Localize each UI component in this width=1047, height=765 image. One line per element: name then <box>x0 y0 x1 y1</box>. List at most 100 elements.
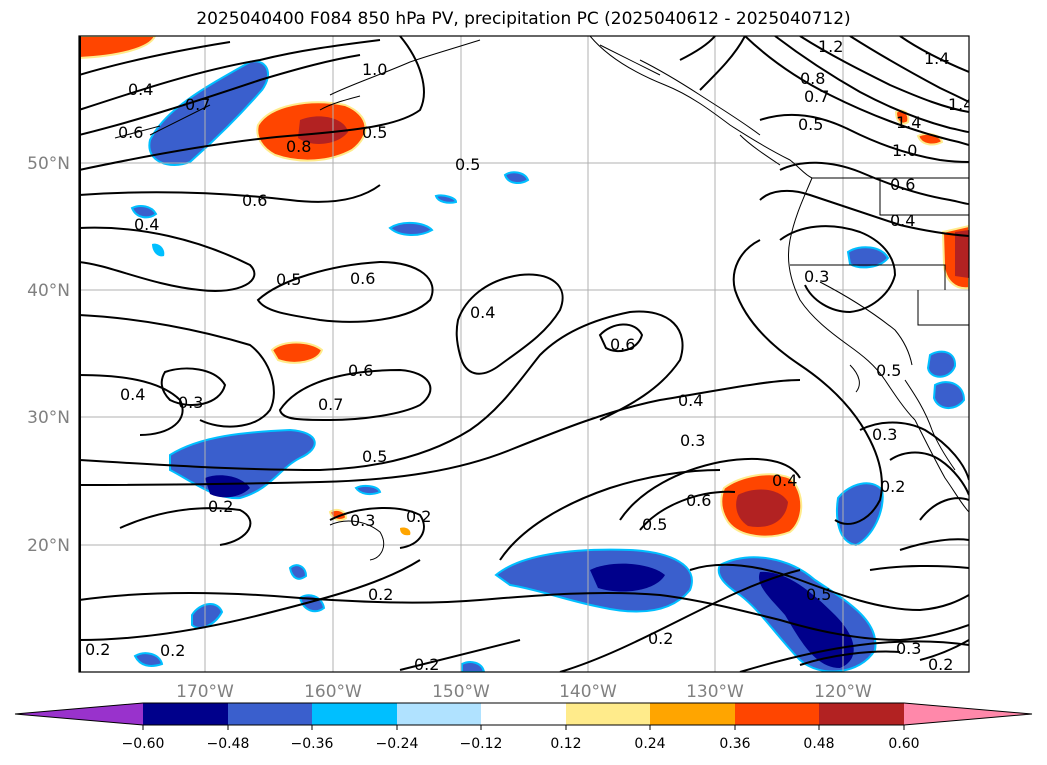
colorbar-tick-label: −0.24 <box>376 736 419 752</box>
contour-label: 0.5 <box>642 515 667 534</box>
longitude-labels: 170°W 160°W 150°W 140°W 130°W 120°W <box>176 682 872 702</box>
colorbar-segment <box>904 703 1032 725</box>
negative-anomaly-region <box>461 661 486 672</box>
contour-label: 1.4 <box>924 49 949 68</box>
contour-label: 0.2 <box>648 629 673 648</box>
negative-anomaly-region <box>590 563 665 592</box>
contour-label: 0.2 <box>85 640 110 659</box>
negative-anomaly-region <box>759 571 854 668</box>
contour-label: 1.0 <box>892 141 917 160</box>
pv-contours <box>79 36 969 672</box>
colorbar: −0.60 −0.48 −0.36 −0.24 −0.12 0.12 0.24 … <box>14 702 1033 752</box>
contour-label: 0.7 <box>185 95 210 114</box>
colorbar-tick-label: −0.36 <box>291 736 334 752</box>
longitude-label: 140°W <box>559 682 617 702</box>
contour-label: 0.6 <box>242 191 267 210</box>
contour-label: 0.3 <box>680 431 705 450</box>
colorbar-tick-label: −0.48 <box>207 736 250 752</box>
negative-anomaly-region <box>836 482 884 547</box>
colorbar-segment <box>819 703 904 725</box>
contour-label: 0.5 <box>455 155 480 174</box>
negative-anomaly-region <box>494 548 693 613</box>
negative-anomaly-region <box>388 222 434 236</box>
colorbar-segment <box>650 703 735 725</box>
negative-anomaly-region <box>191 603 224 629</box>
colorbar-segment <box>143 703 228 725</box>
colorbar-tick-label: 0.48 <box>803 736 834 752</box>
contour-labels: 0.4 0.6 0.7 1.0 0.8 0.5 0.5 0.6 0.4 0.5 … <box>85 37 973 674</box>
colorbar-segment <box>481 703 566 725</box>
contour-label: 0.8 <box>286 137 311 156</box>
contour-label: 0.2 <box>414 655 439 674</box>
latitude-label: 30°N <box>27 408 70 428</box>
negative-anomaly-region <box>205 475 250 498</box>
contour-label: 0.5 <box>876 361 901 380</box>
latitude-label: 20°N <box>27 536 70 556</box>
positive-anomaly-region <box>270 341 324 364</box>
colorbar-ticks <box>142 725 905 730</box>
contour-label: 0.2 <box>406 507 431 526</box>
latitude-labels: 50°N 40°N 30°N 20°N <box>27 154 70 556</box>
negative-anomaly-region <box>846 246 890 269</box>
colorbar-tick-label: 0.60 <box>888 736 919 752</box>
contour-label: 0.5 <box>806 585 831 604</box>
contour-label: 0.3 <box>350 511 375 530</box>
contour-label: 0.6 <box>890 175 915 194</box>
contour-label: 0.5 <box>362 447 387 466</box>
negative-anomaly-region <box>288 564 308 580</box>
colorbar-tick-label: 0.24 <box>634 736 665 752</box>
contour-label: 0.6 <box>348 361 373 380</box>
colorbar-tick-label: 0.36 <box>719 736 750 752</box>
positive-anomaly-region <box>298 116 348 144</box>
longitude-label: 160°W <box>304 682 362 702</box>
negative-anomaly-region <box>434 194 458 204</box>
longitude-label: 170°W <box>176 682 234 702</box>
coastlines <box>114 36 969 561</box>
contour-label: 0.3 <box>178 393 203 412</box>
colorbar-segment <box>312 703 397 725</box>
latitude-label: 50°N <box>27 154 70 174</box>
contour-label: 0.6 <box>350 269 375 288</box>
longitude-label: 120°W <box>814 682 872 702</box>
contour-label: 0.2 <box>928 655 953 674</box>
positive-anomaly-region <box>955 230 969 278</box>
contour-label: 0.8 <box>800 69 825 88</box>
colorbar-segment <box>566 703 650 725</box>
negative-anomaly-region <box>152 243 165 257</box>
contour-label: 1.0 <box>362 60 387 79</box>
contour-label: 0.4 <box>678 391 703 410</box>
colorbar-segment <box>15 703 143 725</box>
contour-label: 0.4 <box>120 385 145 404</box>
negative-anomaly-region <box>932 381 966 409</box>
contour-label: 0.6 <box>118 123 143 142</box>
contour-label: 0.3 <box>896 639 921 658</box>
contour-label: 0.4 <box>890 211 915 230</box>
contour-label: 1.4 <box>896 113 921 132</box>
contour-label: 0.2 <box>208 497 233 516</box>
positive-anomaly-region <box>736 489 788 527</box>
contour-label: 1.2 <box>818 37 843 56</box>
contour-label: 0.7 <box>804 87 829 106</box>
colorbar-segment <box>735 703 819 725</box>
negative-anomaly-region <box>354 484 382 496</box>
negative-anomaly-region <box>130 205 158 219</box>
colorbar-segment <box>397 703 481 725</box>
colorbar-segment <box>228 703 312 725</box>
colorbar-tick-label: −0.60 <box>122 736 165 752</box>
contour-label: 0.5 <box>362 123 387 142</box>
contour-label: 0.2 <box>880 477 905 496</box>
positive-anomaly-region <box>79 36 157 60</box>
map-frame <box>78 35 970 673</box>
contour-label: 1.4 <box>948 95 973 114</box>
contour-label: 0.4 <box>134 215 159 234</box>
negative-anomaly-region <box>133 652 164 667</box>
contour-label: 0.3 <box>804 267 829 286</box>
positive-anomaly-region <box>400 527 411 536</box>
contour-label: 0.5 <box>798 115 823 134</box>
longitude-label: 130°W <box>686 682 744 702</box>
colorbar-tick-label: −0.12 <box>460 736 503 752</box>
map-title: 2025040400 F084 850 hPa PV, precipitatio… <box>196 9 851 29</box>
contour-label: 0.7 <box>318 395 343 414</box>
latitude-label: 40°N <box>27 281 70 301</box>
